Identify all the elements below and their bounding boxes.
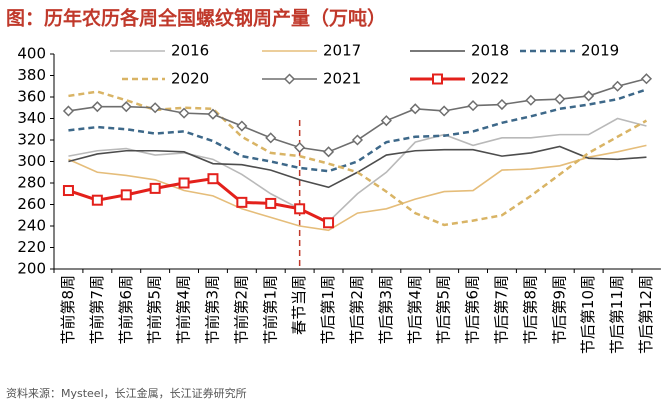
- marker: [351, 134, 364, 146]
- legend-label: 2020: [171, 70, 209, 88]
- marker: [640, 73, 653, 85]
- x-tick-label: 节前第6周: [117, 275, 135, 345]
- marker: [62, 105, 75, 117]
- marker: [178, 177, 190, 189]
- y-tick-label: 200: [17, 260, 46, 278]
- x-tick-label: 节后第2周: [348, 275, 366, 345]
- x-tick-label: 节后第7周: [492, 275, 510, 345]
- marker: [467, 100, 479, 112]
- y-tick-label: 320: [17, 131, 46, 149]
- marker: [149, 102, 161, 114]
- marker: [322, 146, 335, 158]
- x-tick-label: 节前第1周: [261, 275, 279, 345]
- marker: [380, 115, 392, 127]
- x-tick-label: 节后第8周: [521, 275, 539, 345]
- y-tick-label: 400: [17, 45, 46, 63]
- y-tick-label: 220: [17, 238, 46, 256]
- y-tick-label: 380: [17, 66, 46, 84]
- x-tick-label: 节后第5周: [435, 275, 453, 345]
- source: 资料来源：Mysteel，长江金属，长江证券研究所: [6, 386, 247, 400]
- series-line: [68, 90, 648, 227]
- y-tick-label: 280: [17, 174, 46, 192]
- marker: [438, 105, 450, 117]
- marker: [611, 80, 624, 92]
- marker: [554, 93, 566, 105]
- marker: [496, 98, 508, 111]
- marker: [120, 101, 132, 113]
- y-tick-label: 300: [17, 152, 46, 170]
- legend-label: 2022: [471, 70, 509, 88]
- legend-label: 2016: [171, 42, 209, 60]
- marker: [91, 101, 103, 113]
- series-line: [68, 117, 647, 223]
- y-tick-label: 360: [17, 88, 46, 106]
- x-tick-label: 节前第4周: [175, 275, 193, 345]
- legend-label: 2021: [323, 70, 361, 88]
- marker: [265, 197, 277, 209]
- legend-marker: [283, 73, 296, 85]
- x-tick-label: 节前第2周: [232, 275, 250, 345]
- marker: [236, 196, 248, 208]
- marker: [207, 108, 219, 120]
- x-tick-label: 节后第11周: [608, 275, 626, 354]
- x-tick-label: 节前第7周: [88, 275, 106, 345]
- legend-label: 2017: [323, 42, 361, 60]
- y-tick-label: 340: [17, 109, 46, 127]
- x-tick-label: 春节当周: [290, 275, 308, 335]
- series-line: [68, 145, 647, 189]
- marker: [525, 94, 537, 106]
- legend-marker: [432, 73, 443, 85]
- marker: [91, 194, 103, 206]
- x-tick-label: 节前第8周: [59, 275, 77, 345]
- marker: [323, 217, 335, 229]
- y-tick-label: 260: [17, 195, 46, 213]
- x-tick-label: 节后第3周: [377, 275, 395, 345]
- x-tick-label: 节后第4周: [406, 275, 424, 345]
- x-tick-label: 节后第12周: [637, 275, 655, 354]
- x-tick-label: 节后第1周: [319, 275, 337, 345]
- marker: [178, 107, 190, 119]
- series-line: [67, 177, 330, 225]
- marker: [236, 120, 248, 132]
- marker: [62, 185, 74, 197]
- marker: [120, 189, 132, 201]
- chart-title: 图：历年农历各周全国螺纹钢周产量（万吨）: [6, 7, 386, 30]
- series-line: [68, 144, 647, 232]
- legend-label: 2019: [581, 42, 619, 60]
- marker: [294, 141, 306, 154]
- marker: [294, 203, 306, 215]
- x-tick-label: 节后第10周: [579, 275, 597, 354]
- x-tick-label: 节后第6周: [464, 275, 482, 345]
- legend-label: 2018: [471, 42, 509, 60]
- marker: [409, 103, 421, 115]
- y-tick-label: 240: [17, 217, 46, 235]
- x-tick-label: 节前第5周: [146, 275, 164, 345]
- marker: [265, 132, 277, 144]
- marker: [583, 90, 595, 102]
- x-tick-label: 节后第9周: [550, 275, 568, 345]
- marker: [207, 173, 219, 185]
- x-tick-label: 节前第3周: [203, 275, 221, 345]
- marker: [149, 182, 161, 194]
